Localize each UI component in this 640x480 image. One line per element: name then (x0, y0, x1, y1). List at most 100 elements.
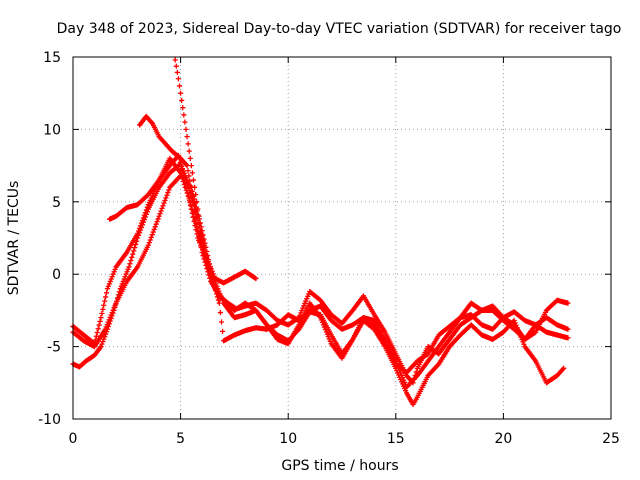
data-point (173, 63, 179, 69)
data-point (212, 285, 218, 291)
data-point (166, 187, 172, 193)
data-point (187, 178, 193, 184)
data-point (206, 266, 212, 272)
data-point (149, 232, 155, 238)
data-point (154, 218, 160, 225)
data-point (180, 170, 186, 176)
data-point (123, 271, 129, 277)
data-point (565, 335, 571, 341)
series-track-f (172, 57, 207, 248)
data-point (218, 319, 225, 325)
data-point (189, 194, 196, 200)
data-point (186, 198, 193, 204)
data-point (208, 272, 214, 278)
data-point (128, 257, 134, 264)
y-tick-label: 10 (43, 122, 61, 138)
data-point (160, 203, 166, 209)
data-point (191, 218, 197, 225)
data-point (95, 326, 101, 332)
data-point (203, 257, 210, 263)
data-point (182, 119, 188, 125)
data-point (188, 183, 194, 189)
data-point (200, 237, 206, 244)
data-point (158, 208, 164, 214)
data-point (220, 298, 226, 304)
data-point (213, 288, 219, 294)
data-point (191, 203, 198, 209)
data-point (217, 309, 224, 316)
data-point (93, 333, 99, 339)
x-tick-label: 20 (494, 431, 512, 447)
data-point (135, 232, 142, 238)
x-tick-label: 10 (279, 431, 297, 447)
data-point (161, 200, 167, 206)
data-point (156, 213, 162, 219)
data-point (185, 189, 191, 196)
data-point (101, 302, 107, 308)
data-point (188, 206, 194, 212)
data-point (183, 126, 189, 132)
data-point (99, 341, 105, 347)
data-point (164, 192, 170, 198)
data-point (112, 266, 118, 272)
data-point (155, 216, 161, 222)
data-point (111, 269, 117, 275)
data-point (146, 240, 152, 246)
data-point (178, 90, 184, 96)
series-track-e (137, 113, 571, 376)
data-point (211, 281, 217, 288)
series-track-d (106, 152, 571, 390)
data-point (182, 177, 188, 183)
data-point (189, 188, 195, 195)
data-point (137, 227, 144, 233)
data-point (98, 344, 104, 350)
data-point (253, 275, 259, 282)
data-point (172, 57, 178, 63)
data-point (94, 329, 100, 336)
data-point (214, 294, 221, 300)
grid-lines (73, 57, 611, 419)
data-point (143, 211, 149, 217)
data-point (192, 207, 198, 213)
data-point (187, 202, 194, 208)
data-point (213, 291, 220, 297)
data-point (193, 227, 199, 233)
data-point (130, 251, 136, 257)
data-point (219, 295, 225, 301)
data-point (136, 230, 143, 236)
x-tick-label: 0 (69, 431, 78, 447)
data-point (178, 163, 184, 169)
data-point (210, 278, 216, 285)
data-point (198, 228, 204, 234)
data-point (98, 315, 104, 321)
series-track-c (70, 173, 567, 408)
y-tick-label: -10 (38, 412, 61, 428)
x-axis-label: GPS time / hours (281, 458, 398, 474)
data-point (175, 76, 182, 82)
data-point (565, 326, 571, 332)
data-point (97, 318, 103, 324)
data-point (138, 224, 145, 231)
data-point (187, 155, 193, 161)
data-point (147, 237, 153, 243)
data-point (110, 271, 116, 277)
data-point (144, 209, 150, 215)
data-point (189, 170, 196, 176)
data-point (201, 242, 207, 248)
data-point (163, 195, 169, 201)
data-point (179, 166, 185, 173)
data-point (194, 231, 200, 237)
data-point (219, 328, 226, 334)
y-tick-label: 0 (52, 267, 61, 283)
chart-title: Day 348 of 2023, Sidereal Day-to-day VTE… (57, 21, 622, 37)
data-point (200, 249, 207, 256)
data-point (209, 275, 215, 281)
data-point (127, 261, 133, 267)
data-point (186, 148, 192, 154)
data-point (150, 229, 156, 235)
data-point (188, 163, 194, 169)
x-tick-label: 15 (387, 431, 405, 447)
data-point (196, 213, 202, 219)
data-point (121, 276, 127, 282)
data-point (142, 214, 148, 220)
